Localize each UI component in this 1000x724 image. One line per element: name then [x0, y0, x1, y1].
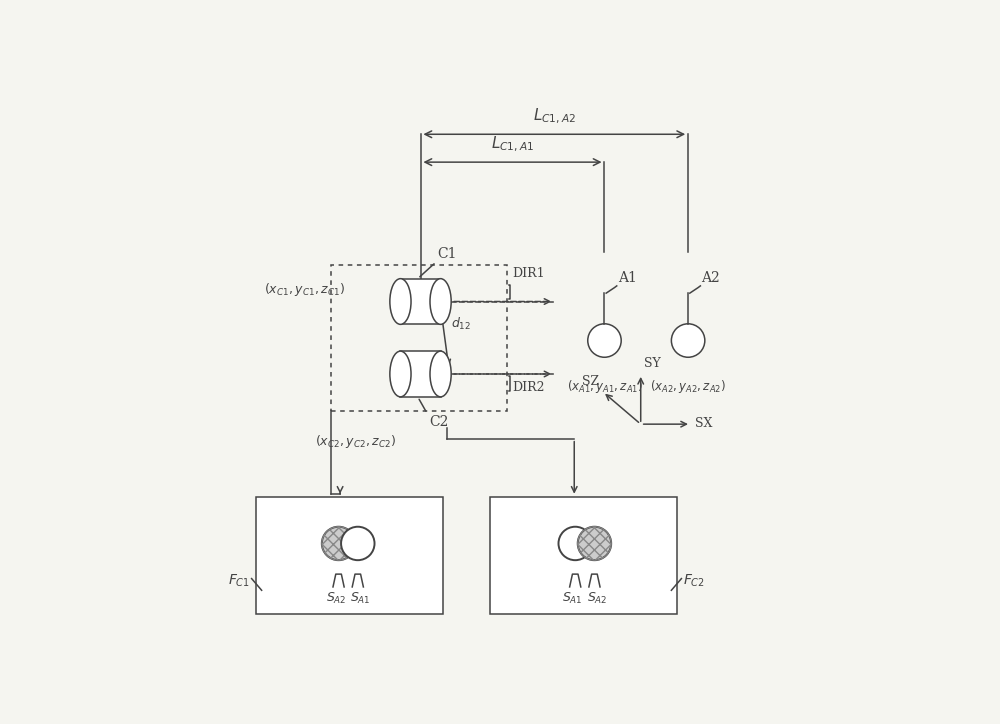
Text: $S_{A2}$: $S_{A2}$ [326, 591, 346, 606]
Text: DIR1: DIR1 [512, 267, 545, 280]
Text: A2: A2 [701, 271, 720, 285]
Ellipse shape [430, 351, 451, 397]
Circle shape [588, 324, 621, 357]
Ellipse shape [390, 279, 411, 324]
Text: $(x_{A2},y_{A2},z_{A2})$: $(x_{A2},y_{A2},z_{A2})$ [650, 379, 726, 395]
Text: SZ: SZ [582, 375, 599, 388]
Bar [256, 497, 443, 614]
Bar [400, 351, 441, 397]
Text: DIR2: DIR2 [512, 381, 545, 394]
Text: $(x_{A1},y_{A1},z_{A1})$: $(x_{A1},y_{A1},z_{A1})$ [567, 379, 642, 395]
Circle shape [322, 527, 355, 560]
Bar [490, 497, 677, 614]
Text: SX: SX [695, 416, 712, 429]
Text: $d_{12}$: $d_{12}$ [451, 316, 471, 332]
Circle shape [578, 527, 611, 560]
Text: $F_{C2}$: $F_{C2}$ [683, 573, 705, 589]
Ellipse shape [390, 351, 411, 397]
Text: $L_{C1,A2}$: $L_{C1,A2}$ [533, 106, 576, 126]
Text: $F_{C1}$: $F_{C1}$ [228, 573, 250, 589]
Bar [400, 279, 441, 324]
Text: A1: A1 [618, 271, 637, 285]
Text: $L_{C1,A1}$: $L_{C1,A1}$ [491, 135, 534, 153]
Text: $S_{A1}$: $S_{A1}$ [562, 591, 583, 606]
Text: C2: C2 [429, 416, 448, 429]
Text: $(x_{C1},y_{C1},z_{C1})$: $(x_{C1},y_{C1},z_{C1})$ [264, 281, 345, 298]
Text: $S_{A2}$: $S_{A2}$ [587, 591, 608, 606]
Circle shape [671, 324, 705, 357]
Text: SY: SY [644, 356, 660, 369]
Ellipse shape [430, 279, 451, 324]
Circle shape [558, 527, 592, 560]
Text: $S_{A1}$: $S_{A1}$ [350, 591, 371, 606]
Text: $(x_{C2},y_{C2},z_{C2})$: $(x_{C2},y_{C2},z_{C2})$ [315, 433, 396, 450]
Text: C1: C1 [437, 247, 457, 261]
Circle shape [341, 527, 375, 560]
Bar [331, 265, 507, 411]
